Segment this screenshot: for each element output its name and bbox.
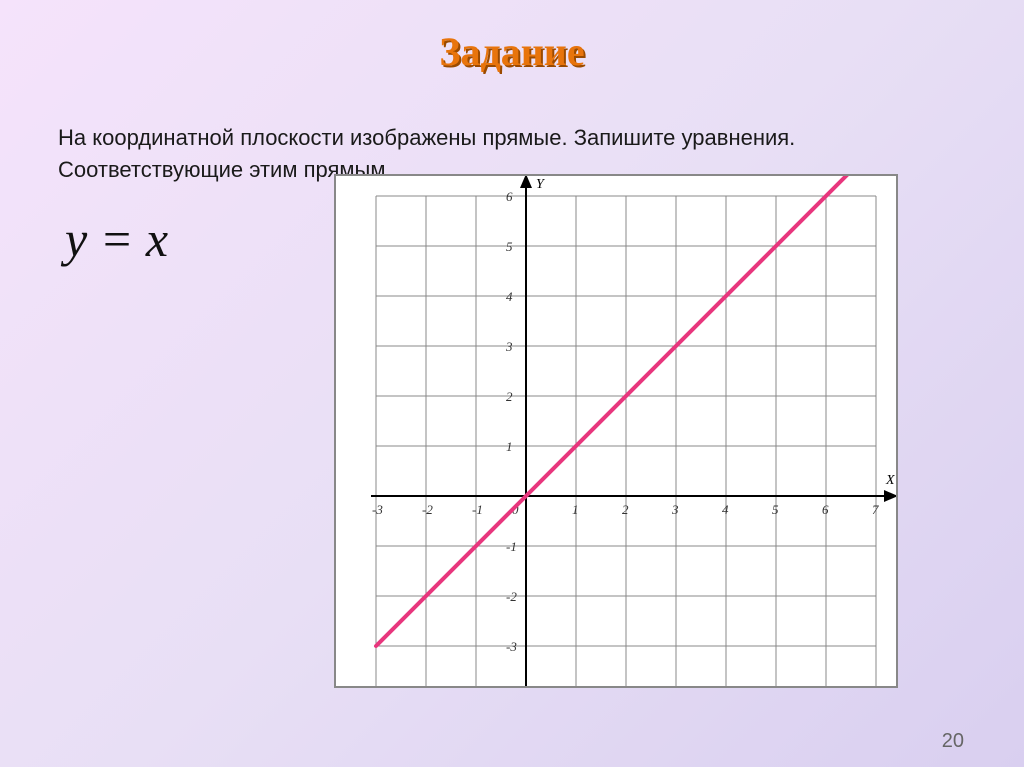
coord-plane: XY-3-2-11234567-4-3-2-11234560 [336,176,896,686]
page-title: Задание [0,28,1024,75]
svg-text:1: 1 [572,502,579,517]
svg-text:-2: -2 [422,502,433,517]
svg-text:2: 2 [622,502,629,517]
svg-text:-3: -3 [372,502,383,517]
chart-frame: XY-3-2-11234567-4-3-2-11234560 [334,174,898,688]
svg-text:-1: -1 [506,539,517,554]
svg-text:5: 5 [506,239,513,254]
svg-text:X: X [885,473,895,488]
page-number: 20 [942,730,964,753]
svg-text:Y: Y [536,177,546,192]
svg-text:-1: -1 [472,502,483,517]
svg-text:4: 4 [722,502,729,517]
svg-text:7: 7 [872,502,879,517]
equation: у = х [65,210,168,268]
svg-text:2: 2 [506,389,513,404]
svg-text:6: 6 [506,189,513,204]
svg-text:-3: -3 [506,639,517,654]
svg-text:3: 3 [671,502,679,517]
svg-text:4: 4 [506,289,513,304]
svg-text:6: 6 [822,502,829,517]
svg-text:1: 1 [506,439,513,454]
slide: Задание На координатной плоскости изобра… [0,0,1024,767]
svg-text:-2: -2 [506,589,517,604]
svg-text:3: 3 [505,339,513,354]
svg-text:5: 5 [772,502,779,517]
